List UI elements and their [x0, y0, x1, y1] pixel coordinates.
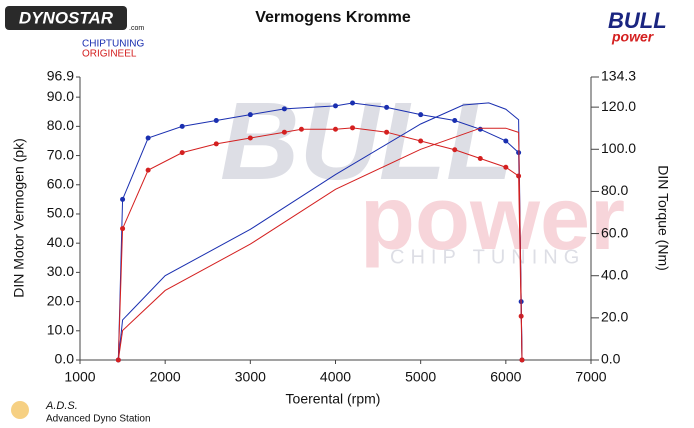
x-tick-label: 3000 — [235, 369, 266, 385]
series-line — [117, 102, 523, 361]
series-marker — [384, 104, 390, 110]
y2-tick-label: 0.0 — [601, 351, 621, 367]
legend-entry: CHIPTUNING — [82, 39, 144, 50]
x-tick-label: 2000 — [150, 369, 181, 385]
series-marker — [418, 112, 424, 118]
series-marker — [281, 129, 287, 135]
y2-tick-label: 60.0 — [601, 224, 628, 240]
watermark: BULL power CHIP TUNING — [220, 80, 625, 269]
x-tick-label: 1000 — [64, 369, 95, 385]
y2-tick-label: 80.0 — [601, 182, 628, 198]
series-marker — [452, 118, 458, 124]
series-marker — [452, 147, 458, 153]
series-marker — [516, 173, 522, 179]
series-marker — [213, 118, 219, 124]
dynostar-logo — [5, 6, 127, 30]
series-marker — [333, 126, 338, 132]
x-axis-label: Toerental (rpm) — [286, 391, 381, 407]
series-marker — [247, 112, 253, 118]
x-tick-label: 4000 — [320, 369, 351, 385]
ads-subtitle: Advanced Dyno Station — [46, 414, 151, 425]
series-marker — [477, 155, 483, 161]
y-tick-label: 90.0 — [47, 88, 74, 104]
y-tick-label: 10.0 — [47, 321, 74, 337]
dynostar-text: DYNOSTAR — [19, 8, 114, 27]
dynostar-suffix: .com — [129, 25, 144, 32]
series-marker — [120, 226, 126, 232]
ads-title: A.D.S. — [45, 400, 78, 412]
series-line — [117, 127, 523, 361]
x-tick-label: 6000 — [490, 369, 521, 385]
y-tick-label: 40.0 — [47, 234, 74, 250]
y-tick-label: 60.0 — [47, 175, 74, 191]
y-tick-label: 96.9 — [47, 68, 74, 84]
series-marker — [503, 138, 509, 144]
y-tick-label: 30.0 — [47, 263, 74, 279]
series-marker — [350, 100, 356, 106]
series-marker — [298, 126, 304, 132]
y-axis-label: DIN Motor Vermogen (pk) — [11, 138, 27, 298]
series-marker — [503, 164, 509, 170]
y-tick-label: 80.0 — [47, 117, 74, 133]
series-marker — [213, 141, 219, 147]
series-marker — [333, 103, 338, 109]
bull-logo: BULL — [608, 8, 667, 33]
y-tick-label: 0.0 — [55, 351, 75, 367]
power-logo: power — [611, 29, 655, 45]
series-marker — [179, 150, 185, 156]
x-tick-label: 5000 — [405, 369, 436, 385]
y2-tick-label: 40.0 — [601, 266, 628, 282]
watermark-power: power — [360, 169, 625, 269]
legend-entry: ORIGINEEL — [82, 49, 137, 60]
series-line — [117, 127, 523, 361]
series-marker — [418, 138, 424, 144]
series-marker — [120, 196, 126, 202]
y2-tick-label: 100.0 — [601, 140, 636, 156]
watermark-chip: CHIP TUNING — [390, 246, 585, 268]
ads-icon — [11, 401, 29, 419]
series-marker — [247, 135, 253, 141]
series-marker — [145, 167, 151, 173]
y2-tick-label: 120.0 — [601, 98, 636, 114]
series-marker — [350, 125, 356, 131]
y2-tick-label: 20.0 — [601, 309, 628, 325]
x-tick-label: 7000 — [575, 369, 606, 385]
series-marker — [179, 123, 185, 129]
series-marker — [384, 129, 390, 135]
y2-axis-label: DIN Torque (Nm) — [655, 165, 671, 271]
y-tick-label: 20.0 — [47, 292, 74, 308]
series-marker — [281, 106, 287, 112]
chart-title: Vermogens Kromme — [255, 9, 411, 26]
y2-tick-label: 134.3 — [601, 68, 636, 84]
y-tick-label: 50.0 — [47, 205, 74, 221]
series-marker — [145, 135, 151, 141]
y-tick-label: 70.0 — [47, 146, 74, 162]
watermark-bull: BULL — [220, 80, 513, 203]
